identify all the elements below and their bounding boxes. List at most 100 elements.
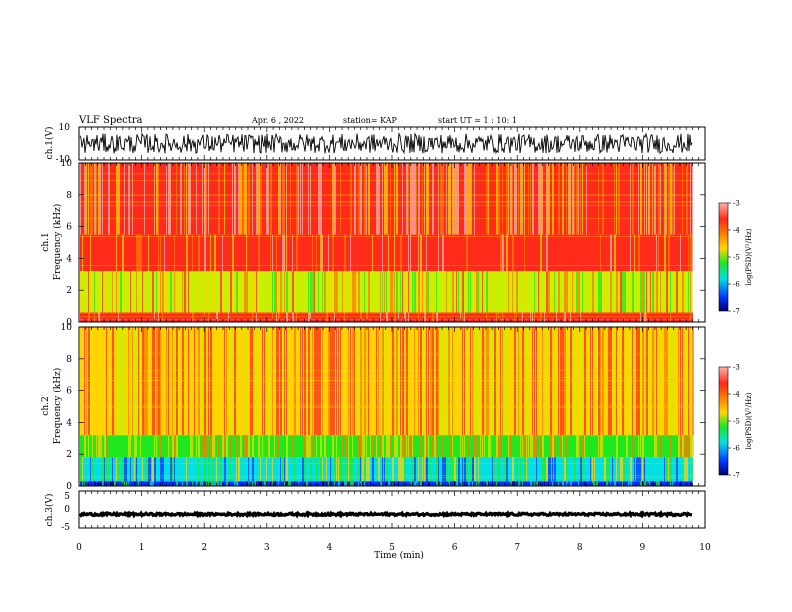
spectral-streak [308,271,309,313]
spectral-streak [154,435,155,458]
spectral-streak [598,163,599,235]
spectral-streak [192,481,193,486]
spectral-streak [614,234,616,272]
spectral-streak [648,163,650,235]
spectral-streak [106,435,108,458]
spectral-streak [436,435,438,458]
spectral-streak [640,271,642,313]
spectral-streak [88,312,90,322]
spectral-streak [478,457,479,482]
spectral-streak [430,271,432,313]
spectral-streak [98,481,100,486]
spectral-streak [258,435,260,458]
spectral-streak [208,312,209,322]
spectral-streak [246,312,247,322]
spectral-streak [304,435,305,458]
spectral-streak [414,457,416,482]
spectral-streak [532,435,533,458]
spectral-streak [116,163,118,235]
spectral-streak [656,234,657,272]
spectral-streak [368,312,369,322]
spectral-streak [466,163,468,235]
spectral-streak [546,271,548,313]
spectral-streak [358,481,359,486]
spectral-streak [486,163,488,235]
spectral-streak [294,457,295,482]
spectral-streak [646,271,647,313]
spectral-streak [364,481,365,486]
spectral-streak [566,435,567,458]
spectral-streak [280,271,282,313]
spectral-streak [358,435,359,458]
spectral-streak [274,271,276,313]
spectral-streak [394,271,395,313]
spectral-streak [370,435,371,458]
spectral-streak [442,435,444,458]
spectral-streak [396,271,398,313]
spectral-streak [640,312,641,322]
spectral-streak [112,271,113,313]
spectral-streak [582,163,583,235]
spectral-streak [468,481,470,486]
x-ticklabel: 0 [76,543,82,553]
spectral-streak [188,163,190,235]
spectral-streak [690,312,691,322]
spectral-streak [412,435,413,458]
spectral-streak [418,312,419,322]
spectral-streak [222,435,224,458]
spectral-streak [464,312,465,322]
spectral-streak [84,481,85,486]
spectral-streak [400,271,401,313]
spectral-streak [214,481,216,486]
spectral-streak [94,312,95,322]
spectral-streak [634,234,635,272]
spectral-streak [272,234,273,272]
spectral-streak [360,435,361,458]
spectral-streak [674,312,675,322]
spectral-streak [442,163,444,235]
spectral-streak [534,271,535,313]
spectral-streak [656,271,658,313]
colorbar-ticklabel: -6 [733,281,740,289]
spectral-streak [438,234,439,272]
spectral-streak [378,457,380,482]
spectral-streak [310,312,311,322]
spectral-streak [448,163,450,235]
spectral-streak [486,271,488,313]
spectral-streak [260,457,261,482]
spectral-streak [296,234,298,272]
spectral-streak [534,312,535,322]
spectral-streak [568,163,570,235]
spectral-streak [324,271,326,313]
spectral-streak [604,457,606,482]
colorbar-ticklabel: -7 [733,472,740,480]
spectral-streak [594,312,596,322]
spectral-streak [266,457,267,482]
spectral-streak [162,457,164,482]
spectral-streak [520,457,521,482]
spectral-streak [408,163,409,235]
spectral-streak [356,271,358,313]
spectral-streak [566,457,567,482]
spectral-streak [124,163,125,235]
x-ticklabel: 10 [699,543,711,553]
freq-ticklabel: 0 [66,482,72,492]
spectral-streak [640,457,641,482]
spectral-streak [578,435,579,458]
spectral-streak [206,271,208,313]
spectral-streak [432,163,434,235]
spectral-streak [478,271,479,313]
spectral-streak [624,271,626,313]
spectral-streak [206,481,207,486]
spectral-streak [530,163,531,235]
spectral-streak [436,481,438,486]
spectral-streak [198,457,199,482]
spectral-streak [572,163,574,235]
spectral-streak [306,481,308,486]
spectral-streak [600,234,601,272]
spectral-streak [690,271,691,313]
freq-ticklabel: 8 [66,355,72,365]
spectral-streak [246,481,248,486]
x-ticklabel: 5 [389,543,395,553]
spectral-streak [568,271,570,313]
